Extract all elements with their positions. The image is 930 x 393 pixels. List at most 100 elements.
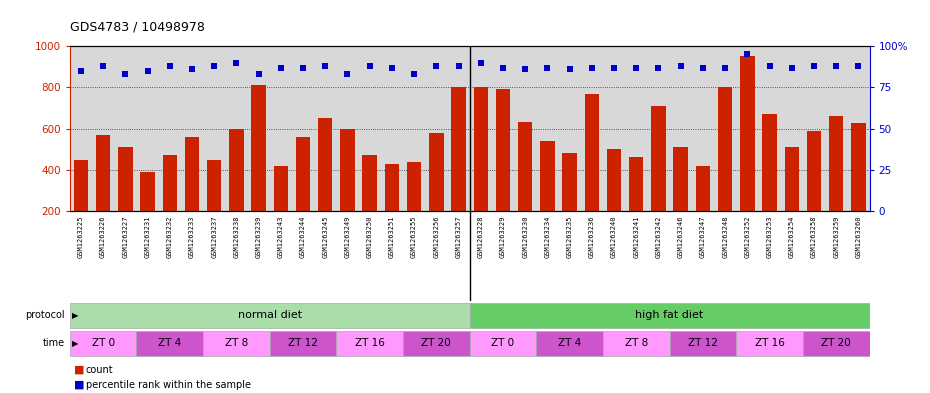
Bar [363,155,377,211]
Bar [203,331,270,356]
Bar [470,303,870,328]
Bar [163,155,177,211]
Text: GSM1263253: GSM1263253 [766,216,773,258]
Text: GSM1263235: GSM1263235 [566,216,573,258]
Text: GSM1263226: GSM1263226 [100,216,106,258]
Bar [118,147,132,211]
Bar [429,133,444,211]
Text: ZT 8: ZT 8 [225,338,248,348]
Text: GSM1263230: GSM1263230 [522,216,528,258]
Text: GSM1263244: GSM1263244 [300,216,306,258]
Bar [403,331,470,356]
Text: normal diet: normal diet [238,310,301,320]
Bar [251,85,266,211]
Bar [763,114,777,211]
Bar [273,166,288,211]
Bar [673,147,688,211]
Text: GSM1263241: GSM1263241 [633,216,639,258]
Text: protocol: protocol [25,310,65,320]
Bar [473,87,488,211]
Bar [603,331,670,356]
Bar [585,94,599,211]
Text: GSM1263251: GSM1263251 [389,216,395,258]
Text: GSM1263233: GSM1263233 [189,216,195,258]
Bar [96,135,111,211]
Text: GSM1263237: GSM1263237 [211,216,218,258]
Text: ZT 20: ZT 20 [821,338,851,348]
Bar [851,123,866,211]
Bar [270,331,337,356]
Text: ▶: ▶ [72,310,78,320]
Text: GSM1263252: GSM1263252 [744,216,751,258]
Text: GSM1263260: GSM1263260 [856,216,861,258]
Text: ▶: ▶ [72,339,78,347]
Bar [651,106,666,211]
Text: ZT 4: ZT 4 [558,338,581,348]
Bar [607,149,621,211]
Bar [340,129,354,211]
Bar [337,331,403,356]
Text: GSM1263248: GSM1263248 [722,216,728,258]
Bar [73,160,88,211]
Bar [451,87,466,211]
Bar [518,122,532,211]
Bar [829,116,844,211]
Bar [207,160,221,211]
Bar [629,158,644,211]
Text: GSM1263240: GSM1263240 [611,216,618,258]
Text: GSM1263239: GSM1263239 [256,216,261,258]
Bar [537,331,603,356]
Bar [718,87,732,211]
Text: GSM1263227: GSM1263227 [122,216,128,258]
Text: GSM1263257: GSM1263257 [456,216,461,258]
Text: ZT 12: ZT 12 [688,338,718,348]
Text: time: time [43,338,65,348]
Text: GSM1263259: GSM1263259 [833,216,839,258]
Text: high fat diet: high fat diet [635,310,704,320]
Text: GSM1263231: GSM1263231 [144,216,151,258]
Bar [385,163,399,211]
Text: GSM1263243: GSM1263243 [278,216,284,258]
Text: GSM1263249: GSM1263249 [344,216,351,258]
Bar [140,172,154,211]
Text: GSM1263229: GSM1263229 [500,216,506,258]
Text: ZT 0: ZT 0 [491,338,514,348]
Text: GSM1263242: GSM1263242 [656,216,661,258]
Bar [229,129,244,211]
Bar [70,331,137,356]
Text: percentile rank within the sample: percentile rank within the sample [86,380,251,390]
Bar [696,166,711,211]
Text: ■: ■ [73,365,85,375]
Text: GSM1263238: GSM1263238 [233,216,239,258]
Text: GSM1263234: GSM1263234 [544,216,551,258]
Text: GSM1263232: GSM1263232 [166,216,173,258]
Text: GSM1263236: GSM1263236 [589,216,595,258]
Bar [670,331,737,356]
Text: GSM1263256: GSM1263256 [433,216,439,258]
Text: ZT 20: ZT 20 [421,338,451,348]
Text: GSM1263250: GSM1263250 [366,216,373,258]
Text: GSM1263255: GSM1263255 [411,216,418,258]
Bar [70,303,470,328]
Bar [185,137,199,211]
Text: ZT 16: ZT 16 [754,338,785,348]
Text: GSM1263246: GSM1263246 [678,216,684,258]
Bar [563,153,577,211]
Text: ZT 12: ZT 12 [288,338,318,348]
Text: GSM1263254: GSM1263254 [789,216,795,258]
Bar [540,141,554,211]
Bar [737,331,803,356]
Bar [470,331,537,356]
Text: ■: ■ [73,380,85,390]
Text: count: count [86,365,113,375]
Text: GSM1263228: GSM1263228 [478,216,484,258]
Bar [137,331,203,356]
Bar [296,137,311,211]
Bar [318,118,332,211]
Text: GSM1263245: GSM1263245 [322,216,328,258]
Text: ZT 16: ZT 16 [354,338,385,348]
Bar [407,162,421,211]
Text: ZT 0: ZT 0 [91,338,114,348]
Text: GDS4783 / 10498978: GDS4783 / 10498978 [70,20,205,33]
Bar [785,147,799,211]
